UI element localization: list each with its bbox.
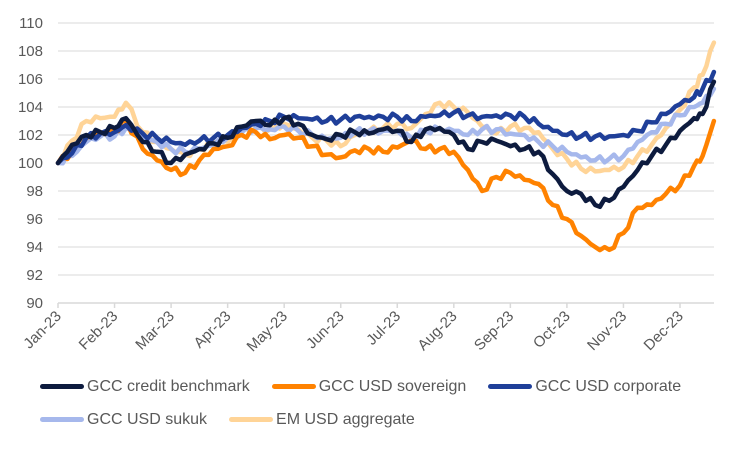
gridlines [58, 22, 714, 276]
y-tick-label: 90 [26, 295, 43, 312]
x-tick-label: Aug-23 [414, 308, 460, 354]
x-tick-label: Jul-23 [363, 308, 404, 349]
y-tick-label: 100 [18, 155, 43, 172]
x-tick-label: Jun-23 [303, 308, 347, 352]
x-axis: Jan-23 Feb-23 Mar-23 Apr-23 May-23 Jun-23 Jul-… [20, 302, 714, 355]
legend-swatch [271, 384, 316, 389]
legend-label: GCC USD sovereign [318, 377, 467, 395]
x-tick-label: Feb-23 [76, 308, 122, 354]
y-axis-ticks: 90 92 94 96 98 100 102 104 106 108 110 [18, 15, 43, 312]
legend-swatch [40, 384, 84, 389]
series-line-gcc-usd-corporate [55, 69, 717, 166]
x-tick-label: May-23 [244, 308, 291, 355]
x-tick-label: Oct-23 [530, 308, 574, 352]
legend-item-gcc-usd-corporate: GCC USD corporate [488, 378, 681, 396]
y-tick-label: 106 [18, 71, 43, 88]
legend-swatch [488, 384, 533, 389]
legend: GCC credit benchmark GCC USD sovereign G… [40, 370, 740, 436]
x-tick-label: Apr-23 [191, 308, 235, 352]
y-tick-label: 94 [26, 239, 43, 256]
y-tick-label: 108 [18, 43, 43, 60]
legend-label: EM USD aggregate [276, 410, 415, 428]
series-line-gcc-usd-sovereign [55, 118, 717, 253]
y-tick-label: 104 [18, 99, 43, 116]
y-tick-label: 102 [18, 127, 43, 144]
legend-swatch [40, 417, 84, 422]
x-tick-label: Dec-23 [641, 308, 687, 354]
legend-swatch [229, 417, 274, 422]
series-line-gcc-credit-benchmark [55, 79, 717, 210]
legend-item-em-usd-aggregate: EM USD aggregate [229, 411, 415, 429]
legend-label: GCC credit benchmark [87, 377, 250, 395]
x-tick-label: Nov-23 [584, 308, 630, 354]
legend-label: GCC USD corporate [535, 377, 682, 395]
series-lines [55, 40, 717, 253]
y-tick-label: 98 [26, 183, 43, 200]
legend-item-gcc-usd-sovereign: GCC USD sovereign [271, 377, 467, 396]
legend-item-gcc-usd-sukuk: GCC USD sukuk [40, 411, 207, 429]
x-tick-label: Jan-23 [20, 308, 64, 352]
x-tick-label: Mar-23 [132, 308, 178, 354]
y-tick-label: 110 [19, 15, 43, 32]
y-tick-label: 92 [26, 267, 43, 284]
legend-item-gcc-credit-benchmark: GCC credit benchmark [40, 378, 250, 396]
legend-label: GCC USD sukuk [87, 410, 208, 428]
x-tick-label: Sep-23 [471, 308, 517, 354]
y-tick-label: 96 [26, 211, 43, 228]
